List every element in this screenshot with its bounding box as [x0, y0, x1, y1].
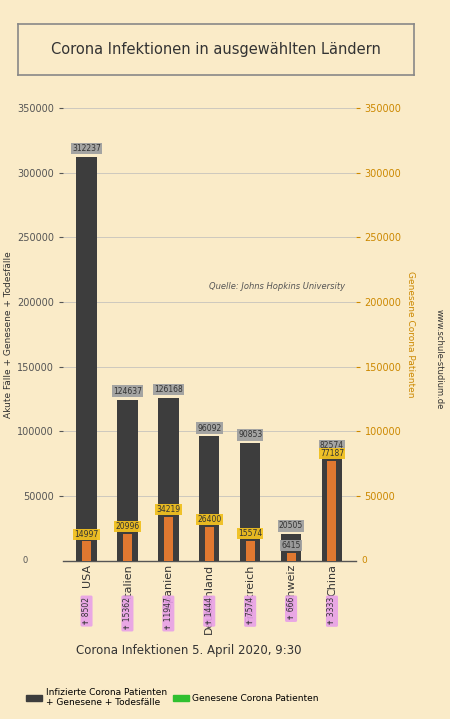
Bar [199, 436, 220, 561]
Text: 20505: 20505 [279, 521, 303, 531]
Bar [82, 541, 91, 561]
Bar [164, 516, 173, 561]
Bar [158, 398, 179, 561]
Text: 20996: 20996 [115, 522, 140, 531]
Text: 34219: 34219 [156, 505, 180, 514]
Text: 26400: 26400 [197, 515, 221, 524]
Text: 90853: 90853 [238, 431, 262, 439]
Text: 15574: 15574 [238, 529, 262, 538]
Text: 124637: 124637 [113, 387, 142, 395]
Text: 126168: 126168 [154, 385, 183, 393]
Legend: Infizierte Corona Patienten
+ Genesene + Todesfälle, Genesene Corona Patienten: Infizierte Corona Patienten + Genesene +… [22, 684, 323, 711]
Text: ✝ 8502: ✝ 8502 [82, 597, 91, 625]
Bar [322, 454, 342, 561]
Text: 6415: 6415 [281, 541, 301, 550]
Bar [76, 157, 97, 561]
Text: ✝ 666: ✝ 666 [287, 597, 296, 620]
Text: ✝ 11947: ✝ 11947 [164, 597, 173, 630]
Bar [246, 541, 255, 561]
Text: 0: 0 [22, 557, 28, 565]
Text: 82574: 82574 [320, 441, 344, 450]
Y-axis label: Genesene Corona Patienten: Genesene Corona Patienten [406, 271, 415, 398]
Bar [328, 461, 337, 561]
Text: 77187: 77187 [320, 449, 344, 458]
Text: ✝ 3333: ✝ 3333 [328, 597, 337, 626]
Bar [205, 526, 214, 561]
Bar [281, 534, 302, 561]
Bar [240, 443, 261, 561]
Text: 96092: 96092 [197, 423, 221, 433]
Text: 0: 0 [361, 557, 367, 565]
Text: 14997: 14997 [74, 530, 99, 539]
Text: Quelle: Johns Hopkins University: Quelle: Johns Hopkins University [209, 282, 346, 291]
Y-axis label: Corona Infektionen
Akute Fälle + Genesene + Todesfälle: Corona Infektionen Akute Fälle + Genesen… [0, 251, 13, 418]
Text: ✝ 15362: ✝ 15362 [123, 597, 132, 630]
Text: ✝ 7574: ✝ 7574 [246, 597, 255, 626]
Bar [287, 552, 296, 561]
Text: 312237: 312237 [72, 144, 101, 153]
Text: Corona Infektionen in ausgewählten Ländern: Corona Infektionen in ausgewählten Lände… [51, 42, 381, 57]
Text: www.schule-studium.de: www.schule-studium.de [434, 309, 443, 410]
Text: Corona Infektionen 5. April 2020, 9:30: Corona Infektionen 5. April 2020, 9:30 [76, 644, 302, 657]
Bar [123, 533, 132, 561]
Bar [117, 400, 138, 561]
Text: ✝ 1444: ✝ 1444 [205, 597, 214, 626]
